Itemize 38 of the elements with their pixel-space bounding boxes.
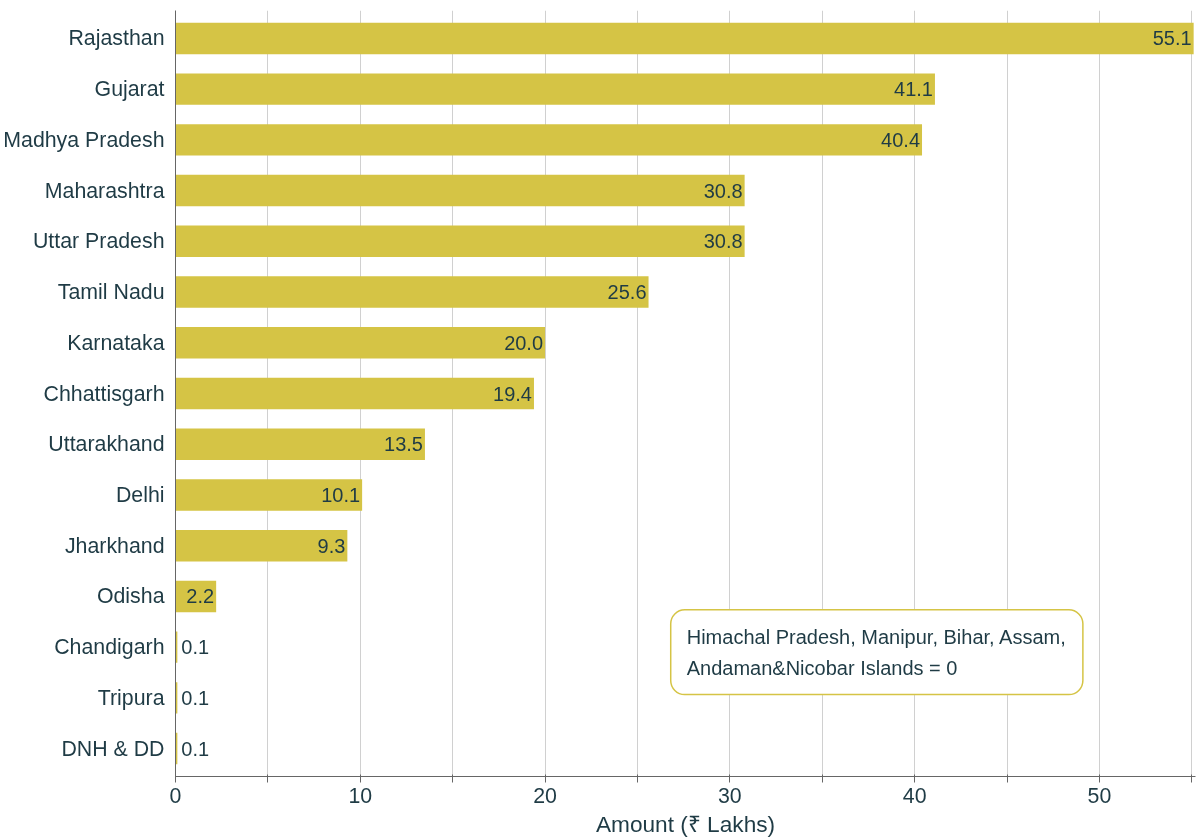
- data-label: 30.8: [703, 230, 743, 253]
- y-tick-label: Rajasthan: [68, 26, 165, 51]
- y-tick-label: Uttarakhand: [48, 432, 165, 457]
- y-tick-label: Maharashtra: [44, 178, 165, 203]
- data-label: 30.8: [703, 179, 743, 202]
- data-label: 25.6: [607, 281, 647, 304]
- data-label: 0.1: [181, 737, 210, 760]
- x-tick-label: 40: [902, 783, 927, 808]
- y-tick-label: Gujarat: [94, 77, 165, 102]
- x-tick-label: 0: [169, 783, 182, 808]
- y-tick-label: Tamil Nadu: [57, 280, 165, 305]
- y-tick-label: Uttar Pradesh: [32, 229, 165, 254]
- annotation: Himachal Pradesh, Manipur, Bihar, Assam, Andaman&Nicobar Islands = 0: [686, 625, 1066, 679]
- data-label: 41.1: [894, 78, 933, 101]
- data-label: 9.3: [317, 534, 346, 557]
- x-tick-label: 30: [717, 783, 742, 808]
- x-tick-label: 10: [348, 783, 373, 808]
- data-label: 20.0: [504, 331, 544, 354]
- y-tick-label: DNH & DD: [61, 736, 165, 761]
- y-tick-label: Jharkhand: [64, 533, 165, 558]
- data-label: 55.1: [1152, 27, 1192, 50]
- y-tick-label: Delhi: [115, 482, 165, 507]
- y-tick-label: Tripura: [97, 685, 165, 710]
- y-tick-label: Chhattisgarh: [43, 381, 165, 406]
- data-label: 13.5: [384, 433, 423, 456]
- data-label: 40.4: [881, 128, 921, 151]
- data-label: 19.4: [493, 382, 532, 405]
- data-label: 0.1: [181, 686, 210, 709]
- x-axis-title: Amount (₹ Lakhs): [595, 810, 776, 837]
- y-tick-label: Madhya Pradesh: [3, 127, 165, 152]
- y-tick-label: Odisha: [96, 584, 165, 609]
- x-tick-label: 20: [533, 783, 558, 808]
- y-tick-label: Karnataka: [67, 330, 165, 355]
- data-label: 0.1: [181, 636, 210, 659]
- x-tick-label: 50: [1087, 783, 1112, 808]
- data-label: 10.1: [321, 483, 361, 506]
- data-label: 2.2: [186, 585, 215, 608]
- y-tick-label: Chandigarh: [54, 635, 165, 660]
